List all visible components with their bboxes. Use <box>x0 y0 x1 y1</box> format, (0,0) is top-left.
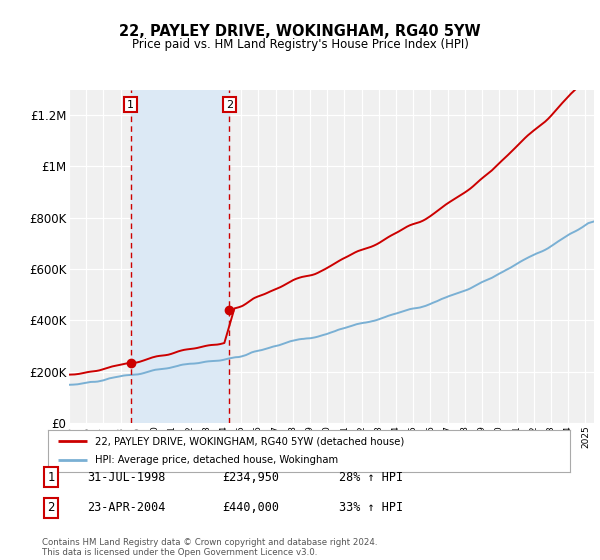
Text: HPI: Average price, detached house, Wokingham: HPI: Average price, detached house, Woki… <box>95 455 338 465</box>
Text: 1: 1 <box>127 100 134 110</box>
Text: Contains HM Land Registry data © Crown copyright and database right 2024.
This d: Contains HM Land Registry data © Crown c… <box>42 538 377 557</box>
Bar <box>131 90 229 423</box>
Text: 2: 2 <box>47 501 55 515</box>
Text: 23-APR-2004: 23-APR-2004 <box>87 501 166 515</box>
Text: 1: 1 <box>47 470 55 484</box>
Text: £440,000: £440,000 <box>222 501 279 515</box>
Text: £234,950: £234,950 <box>222 470 279 484</box>
Text: 28% ↑ HPI: 28% ↑ HPI <box>339 470 403 484</box>
Text: 22, PAYLEY DRIVE, WOKINGHAM, RG40 5YW (detached house): 22, PAYLEY DRIVE, WOKINGHAM, RG40 5YW (d… <box>95 436 404 446</box>
Text: Price paid vs. HM Land Registry's House Price Index (HPI): Price paid vs. HM Land Registry's House … <box>131 38 469 50</box>
Text: 2: 2 <box>226 100 233 110</box>
Text: 31-JUL-1998: 31-JUL-1998 <box>87 470 166 484</box>
Text: 22, PAYLEY DRIVE, WOKINGHAM, RG40 5YW: 22, PAYLEY DRIVE, WOKINGHAM, RG40 5YW <box>119 24 481 39</box>
Text: 33% ↑ HPI: 33% ↑ HPI <box>339 501 403 515</box>
